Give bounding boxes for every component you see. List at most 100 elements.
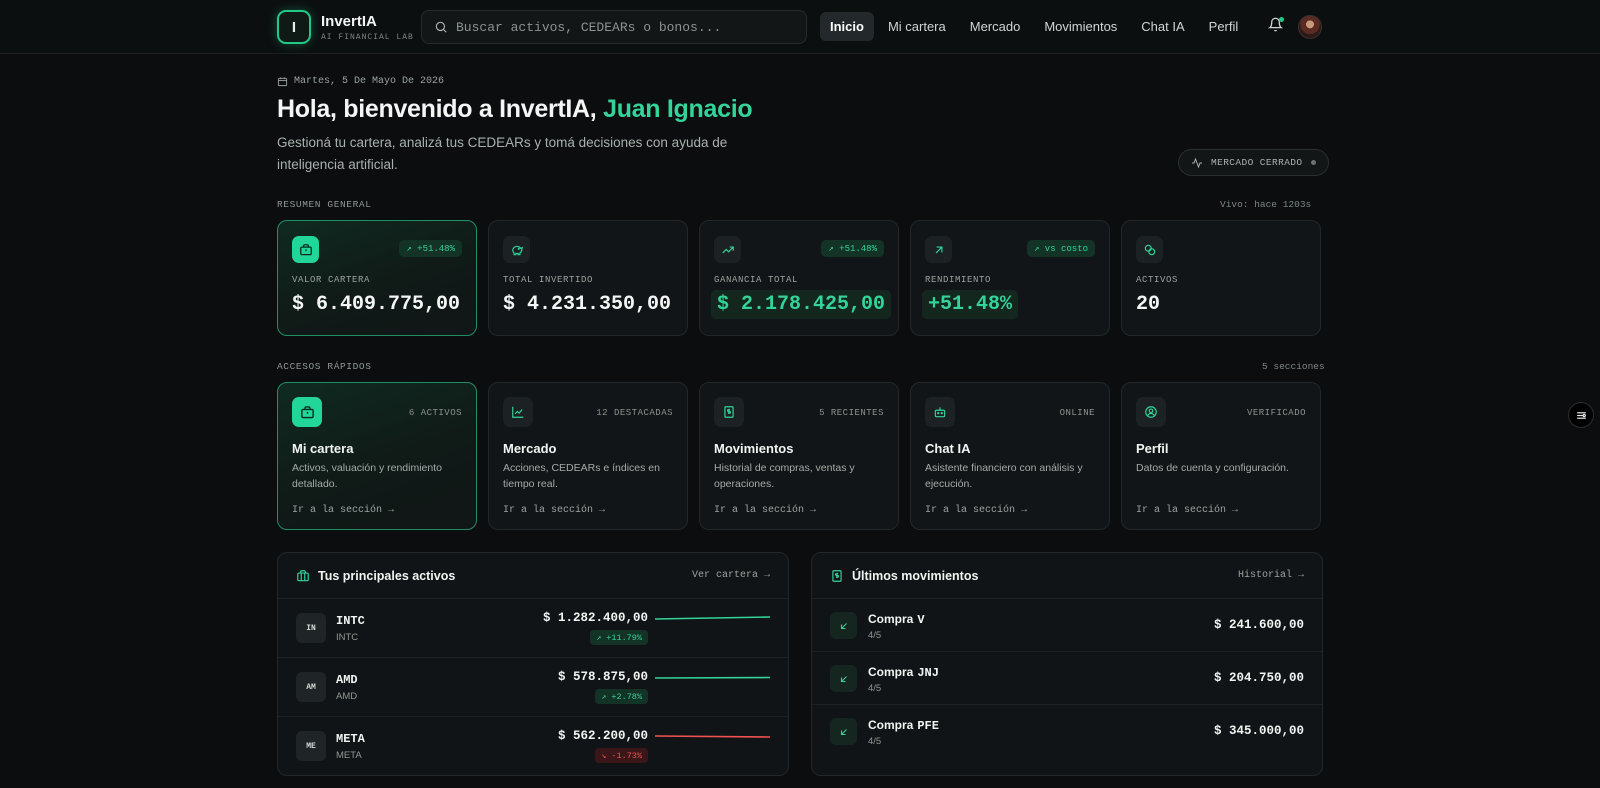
asset-name: AMD xyxy=(336,691,358,702)
asset-value: $ 562.200,00 xyxy=(557,729,648,743)
quick-card-link[interactable]: Ir a la sección → xyxy=(292,505,395,516)
nav-movimientos[interactable]: Movimientos xyxy=(1044,19,1118,34)
quick-card-link[interactable]: Ir a la sección → xyxy=(503,505,606,516)
sparkline xyxy=(655,616,770,620)
notification-dot xyxy=(1279,17,1284,22)
activity-icon xyxy=(1192,157,1202,168)
bell-icon[interactable] xyxy=(1268,17,1283,32)
nav-inicio[interactable]: Inicio xyxy=(820,12,874,41)
search-input[interactable] xyxy=(456,19,786,35)
nav-chat-ia[interactable]: Chat IA xyxy=(1141,19,1185,34)
quick-card-desc: Acciones, CEDEARs e índices en tiempo re… xyxy=(503,462,660,490)
asset-change-badge: ↘ -1.73% xyxy=(595,748,648,763)
quick-card-mi-cartera[interactable]: 6 ACTIVOS Mi cartera Activos, valuación … xyxy=(277,382,477,530)
quick-access-cards: 6 ACTIVOS Mi cartera Activos, valuación … xyxy=(277,382,1321,530)
stat-value: $ 6.409.775,00 xyxy=(292,293,461,316)
robot-icon xyxy=(925,397,955,427)
ticker-badge: ME xyxy=(296,731,326,761)
movement-title: Compra JNJ xyxy=(868,665,939,680)
summary-cards: ↗ +51.48% VALOR CARTERA $ 6.409.775,00 T… xyxy=(277,220,1321,336)
list-item[interactable]: Compra PFE 4/5 $ 345.000,00 xyxy=(812,705,1322,758)
ticker-badge: IN xyxy=(296,613,326,643)
calendar-icon xyxy=(277,77,288,87)
ver-cartera-link[interactable]: Ver cartera → xyxy=(691,570,770,581)
search-bar[interactable] xyxy=(421,10,807,44)
brand[interactable]: I InvertIA AI FINANCIAL LAB xyxy=(277,10,414,44)
movement-amount: $ 241.600,00 xyxy=(1213,618,1304,632)
quick-card-perfil[interactable]: VERIFICADO Perfil Datos de cuenta y conf… xyxy=(1121,382,1321,530)
quick-card-desc: Historial de compras, ventas y operacion… xyxy=(714,462,855,490)
quick-card-tag: ONLINE xyxy=(1059,408,1095,418)
quick-card-tag: 5 RECIENTES xyxy=(819,408,884,418)
stat-label: TOTAL INVERTIDO xyxy=(503,275,594,285)
receipt-icon xyxy=(832,569,842,582)
movement-date: 4/5 xyxy=(868,683,882,694)
quick-card-desc: Activos, valuación y rendimiento detalla… xyxy=(292,462,442,490)
arrow-down-left-icon xyxy=(830,612,857,639)
briefcase-icon xyxy=(292,397,322,427)
asset-symbol: AMD xyxy=(336,673,358,687)
panel-header: Últimos movimientos Historial → xyxy=(812,553,1322,599)
coins-icon xyxy=(1136,236,1163,263)
greeting-title: Hola, bienvenido a InvertIA, Juan Ignaci… xyxy=(277,95,753,124)
quick-card-tag: VERIFICADO xyxy=(1246,408,1306,418)
quick-card-tag: 6 ACTIVOS xyxy=(408,408,462,418)
recent-movements-panel: Últimos movimientos Historial → Compra V … xyxy=(811,552,1323,776)
user-name: Juan Ignacio xyxy=(603,95,753,123)
top-assets-panel: Tus principales activos Ver cartera → IN… xyxy=(277,552,789,776)
stat-card-total-invertido: TOTAL INVERTIDO $ 4.231.350,00 xyxy=(488,220,688,336)
list-item[interactable]: Compra JNJ 4/5 $ 204.750,00 xyxy=(812,652,1322,705)
quick-card-link[interactable]: Ir a la sección → xyxy=(714,505,817,516)
stat-value: +51.48% xyxy=(922,290,1019,319)
panel-header: Tus principales activos Ver cartera → xyxy=(278,553,788,599)
quick-card-tag: 12 DESTACADAS xyxy=(596,408,673,418)
quick-card-movimientos[interactable]: 5 RECIENTES Movimientos Historial de com… xyxy=(699,382,899,530)
briefcase-icon xyxy=(292,236,319,263)
quick-card-mercado[interactable]: 12 DESTACADAS Mercado Acciones, CEDEARs … xyxy=(488,382,688,530)
table-row[interactable]: ME META META $ 562.200,00 ↘ -1.73% xyxy=(278,717,788,776)
historial-link[interactable]: Historial → xyxy=(1237,570,1304,581)
asset-value: $ 1.282.400,00 xyxy=(542,611,648,625)
nav-mercado[interactable]: Mercado xyxy=(969,19,1021,34)
quick-section-count: 5 secciones xyxy=(1262,361,1325,372)
brand-name: InvertIA xyxy=(321,12,377,30)
avatar[interactable] xyxy=(1298,15,1322,39)
floating-menu-button[interactable] xyxy=(1568,402,1594,428)
list-item[interactable]: Compra V 4/5 $ 241.600,00 xyxy=(812,599,1322,652)
stat-card-valor-cartera: ↗ +51.48% VALOR CARTERA $ 6.409.775,00 xyxy=(277,220,477,336)
quick-card-link[interactable]: Ir a la sección → xyxy=(1136,505,1239,516)
market-status-badge: MERCADO CERRADO xyxy=(1178,149,1329,176)
table-row[interactable]: AM AMD AMD $ 578.875,00 ↗ +2.78% xyxy=(278,658,788,717)
asset-symbol: META xyxy=(336,732,365,746)
stat-label: VALOR CARTERA xyxy=(292,275,371,285)
panel-title: Últimos movimientos xyxy=(852,568,979,583)
line-chart-icon xyxy=(503,397,533,427)
quick-section-label: ACCESOS RÁPIDOS xyxy=(277,361,372,372)
asset-name: META xyxy=(336,750,362,761)
quick-card-title: Perfil xyxy=(1136,441,1169,456)
table-row[interactable]: IN INTC INTC $ 1.282.400,00 ↗ +11.79% xyxy=(278,599,788,658)
ticker-badge: AM xyxy=(296,672,326,702)
sparkline xyxy=(655,735,770,738)
top-navbar: I InvertIA AI FINANCIAL LAB Inicio Mi ca… xyxy=(0,0,1600,54)
stat-card-rendimiento: ↗ vs costo RENDIMIENTO +51.48% xyxy=(910,220,1110,336)
asset-name: INTC xyxy=(336,632,359,643)
asset-change-badge: ↗ +11.79% xyxy=(590,630,648,645)
quick-card-title: Chat IA xyxy=(925,441,971,456)
stat-value: $ 2.178.425,00 xyxy=(711,290,892,319)
movement-title: Compra PFE xyxy=(868,718,939,733)
arrow-up-right-icon xyxy=(925,236,952,263)
receipt-icon xyxy=(714,397,744,427)
live-indicator: Vivo: hace 1203s xyxy=(1220,199,1312,210)
quick-card-link[interactable]: Ir a la sección → xyxy=(925,505,1028,516)
movement-amount: $ 204.750,00 xyxy=(1213,671,1304,685)
status-dot xyxy=(1310,160,1316,165)
nav-mi-cartera[interactable]: Mi cartera xyxy=(887,19,946,34)
nav-perfil[interactable]: Perfil xyxy=(1208,19,1239,34)
arrow-down-left-icon xyxy=(830,665,857,692)
stat-badge: ↗ +51.48% xyxy=(821,240,884,257)
quick-card-chat-ia[interactable]: ONLINE Chat IA Asistente financiero con … xyxy=(910,382,1110,530)
stat-card-activos: ACTIVOS 20 xyxy=(1121,220,1321,336)
asset-change-badge: ↗ +2.78% xyxy=(595,689,648,704)
user-circle-icon xyxy=(1136,397,1166,427)
